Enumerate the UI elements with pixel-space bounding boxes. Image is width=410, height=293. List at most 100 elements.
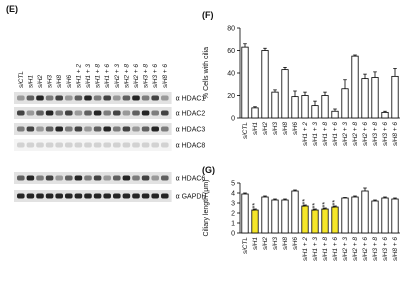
blot-band [141, 95, 150, 101]
blot-band [151, 142, 159, 148]
blot-band [55, 193, 63, 199]
blot-band [93, 142, 102, 148]
lane-label: siH1 [27, 75, 34, 88]
blot-band [74, 95, 83, 101]
x-tick-label: siH2 [262, 237, 269, 250]
blot-band [45, 175, 54, 181]
error-bar [343, 197, 347, 198]
y-tick-label: 20 [227, 93, 235, 100]
bar [311, 105, 319, 119]
blot-band [55, 95, 63, 101]
blot-band [151, 175, 159, 181]
blot-band [26, 110, 35, 116]
x-tick-label: siH3 [272, 122, 279, 135]
blot-band [36, 193, 44, 199]
lane-label: siH2 + 6 [133, 64, 140, 88]
blot-band [36, 126, 44, 132]
blot-band [103, 142, 111, 148]
blot-band [36, 175, 44, 181]
blot-band [113, 175, 121, 181]
blot-band [161, 95, 169, 101]
x-tick-label: siH1 + 8 [322, 122, 329, 146]
blot-band [132, 95, 140, 101]
blot-band [132, 126, 140, 132]
x-tick-label: siH3 + 8 [372, 122, 379, 146]
x-tick-label: siH1 + 6 [332, 122, 339, 146]
x-tick-label: siH3 + 6 [382, 122, 389, 146]
blot-band [74, 126, 83, 132]
bar [301, 205, 309, 234]
blot-band [45, 126, 54, 132]
x-tick-label: siH8 + 6 [392, 237, 399, 261]
blot-band [45, 110, 54, 116]
bar [281, 199, 289, 234]
error-bar [303, 91, 307, 96]
y-tick-label: 60 [227, 48, 235, 55]
x-tick-label: siCTL [242, 237, 249, 254]
lane-label: siH1 + 3 [85, 64, 92, 88]
error-bar [343, 79, 347, 89]
row-label: α HDAC6 [176, 176, 206, 183]
bar [371, 77, 379, 119]
x-tick-label: siH1 + 6 [332, 237, 339, 261]
x-tick-label: siH1 + 3 [312, 122, 319, 146]
blot-band [84, 126, 92, 132]
blot-band [103, 95, 111, 101]
bar [271, 91, 279, 119]
blot-band [36, 95, 44, 101]
y-tick-label: 2 [231, 211, 235, 218]
bar [331, 206, 339, 234]
blot-strip [14, 107, 172, 119]
blot-strip [14, 139, 172, 151]
blot-band [103, 175, 111, 181]
blot-band [17, 175, 25, 181]
bar [331, 110, 339, 119]
blot-strip [14, 172, 172, 184]
blot-strip [14, 123, 172, 135]
blot-band [141, 110, 150, 116]
x-tick-label: siH1 + 2 [302, 122, 309, 146]
x-tick-label: siH2 + 3 [342, 237, 349, 261]
y-axis-title: Ciliary length (μm) [203, 180, 210, 237]
error-bar [263, 47, 267, 51]
row-label: α HDAC3 [176, 127, 206, 134]
error-bar [393, 197, 397, 199]
error-bar [323, 91, 327, 96]
blot-band [65, 193, 73, 199]
blot-band [26, 126, 35, 132]
error-bar [383, 110, 387, 113]
significance: *** [322, 202, 329, 210]
blot-band [93, 175, 102, 181]
error-bar [293, 90, 297, 97]
bar [281, 69, 289, 119]
blot-band [36, 142, 44, 148]
error-bar [243, 43, 247, 48]
bar [341, 88, 349, 119]
blot-band [65, 95, 73, 101]
error-bar [253, 106, 257, 108]
x-tick-label: siH2 + 6 [362, 237, 369, 261]
x-tick-label: siH6 [292, 122, 299, 135]
y-axis-title: % Cells with cilia [203, 47, 210, 99]
bar [361, 190, 369, 234]
blot-band [151, 95, 159, 101]
blot-band [55, 142, 63, 148]
row-label: α HDAC8 [176, 143, 206, 150]
blot-band [93, 126, 102, 132]
blot-band [84, 193, 92, 199]
blot-band [141, 142, 150, 148]
x-tick-label: siH8 + 6 [392, 122, 399, 146]
blot-band [161, 142, 169, 148]
error-bar [363, 73, 367, 79]
blot-band [26, 193, 35, 199]
bar [291, 190, 299, 234]
lane-label: siCTL [18, 71, 25, 88]
x-tick-label: siH2 + 3 [342, 122, 349, 146]
x-tick-label: siH1 + 3 [312, 237, 319, 261]
x-tick-label: siH8 [282, 237, 289, 250]
x-tick-label: siH2 + 8 [352, 237, 359, 261]
blot-band [17, 193, 25, 199]
bar [361, 78, 369, 119]
x-tick-label: siH3 [272, 237, 279, 250]
